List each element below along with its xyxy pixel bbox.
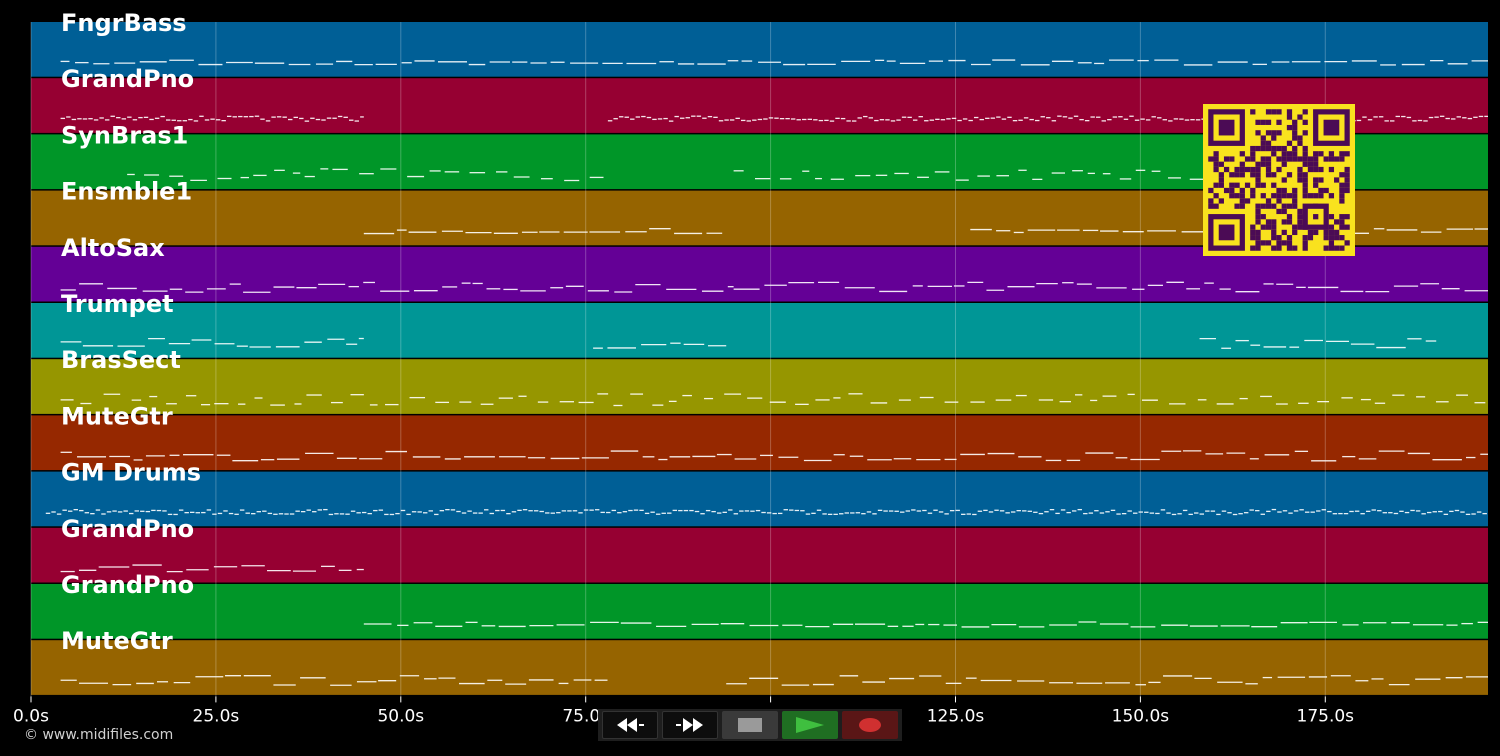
track-lane — [31, 584, 1488, 639]
track-label: FngrBass — [61, 9, 187, 37]
track-lane — [31, 415, 1488, 471]
track-label: GrandPno — [61, 65, 194, 93]
tick-label: 125.0s — [927, 706, 985, 726]
rewind-icon — [617, 718, 644, 732]
fast-forward-button[interactable] — [662, 711, 718, 739]
track-notes — [127, 168, 1246, 182]
track-label: MuteGtr — [61, 402, 173, 430]
fast-forward-icon — [676, 718, 703, 732]
tick-label: 175.0s — [1297, 706, 1355, 726]
track-label: Ensmble1 — [61, 178, 192, 206]
track-notes — [60, 675, 1488, 686]
track-label: AltoSax — [61, 234, 165, 262]
play-icon — [796, 717, 824, 733]
track-label: BrasSect — [61, 346, 181, 374]
track-lane — [31, 22, 1488, 77]
play-button[interactable] — [782, 711, 838, 739]
track-notes — [60, 281, 1488, 293]
track-label: MuteGtr — [61, 627, 173, 655]
track-notes — [60, 393, 1486, 407]
track-notes — [60, 337, 1437, 349]
time-grid — [30, 22, 1326, 697]
record-button[interactable] — [842, 711, 898, 739]
track-lane — [31, 527, 1488, 583]
track-notes — [60, 59, 1488, 66]
track-notes — [60, 450, 1488, 462]
track-label: GrandPno — [61, 515, 194, 543]
track-label: Trumpet — [61, 290, 174, 318]
tick-label: 0.0s — [13, 706, 49, 726]
track-lane — [31, 359, 1488, 414]
track-label: SynBras1 — [61, 121, 188, 149]
track-label: GM Drums — [61, 459, 201, 487]
track-label: GrandPno — [61, 571, 194, 599]
track-lane — [31, 303, 1488, 358]
transport-controls — [598, 709, 902, 741]
copyright-text: © www.midifiles.com — [24, 727, 174, 743]
track-notes — [363, 621, 1488, 628]
rewind-button[interactable] — [602, 711, 658, 739]
stop-icon — [738, 718, 762, 732]
track-notes — [45, 508, 1487, 516]
track-notes — [60, 564, 364, 573]
tick-label: 25.0s — [193, 706, 240, 726]
qr-code — [1203, 104, 1355, 256]
track-lane — [31, 640, 1488, 695]
record-icon — [859, 718, 881, 732]
tick-label: 50.0s — [377, 706, 424, 726]
track-lane — [31, 471, 1488, 527]
tick-label: 150.0s — [1112, 706, 1170, 726]
track-labels: FngrBass GrandPno SynBras1 Ensmble1 AltoSax T… — [61, 9, 201, 655]
tick-label: 75.0s — [562, 706, 609, 726]
stop-button[interactable] — [722, 711, 778, 739]
